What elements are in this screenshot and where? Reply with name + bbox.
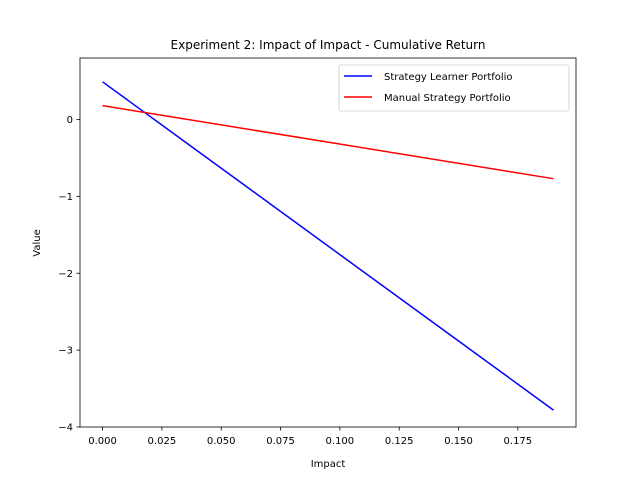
x-tick-label: 0.100 [326, 436, 355, 447]
y-tick-label: −3 [58, 346, 73, 357]
x-tick-label: 0.025 [148, 436, 177, 447]
plot-area [102, 81, 554, 411]
legend-label-1: Strategy Learner Portfolio [384, 72, 513, 83]
legend-box [338, 64, 570, 112]
x-tick-label: 0.050 [207, 436, 236, 447]
x-axis-title: Impact [311, 459, 346, 470]
y-tick-label: 0 [67, 115, 73, 126]
chart-title: Experiment 2: Impact of Impact - Cumulat… [171, 38, 486, 52]
x-tick-label: 0.075 [266, 436, 295, 447]
y-axis-title: Value [32, 229, 43, 256]
series-line-1 [102, 81, 554, 411]
series-line-2 [102, 104, 554, 180]
x-tick-label: 0.125 [385, 436, 414, 447]
y-tick-label: −2 [58, 269, 73, 280]
legend: Strategy Learner Portfolio Manual Strateg… [338, 64, 570, 112]
axes: 0.000 0.025 0.050 0.075 0.100 0.125 0.150 0.175… [58, 57, 577, 447]
y-tick-label: −1 [58, 192, 73, 203]
y-tick-label: −4 [58, 423, 73, 434]
legend-label-2: Manual Strategy Portfolio [384, 93, 511, 104]
x-tick-label: 0.000 [88, 436, 117, 447]
x-tick-label: 0.150 [444, 436, 473, 447]
axes-frame [79, 57, 577, 428]
x-tick-label: 0.175 [504, 436, 533, 447]
